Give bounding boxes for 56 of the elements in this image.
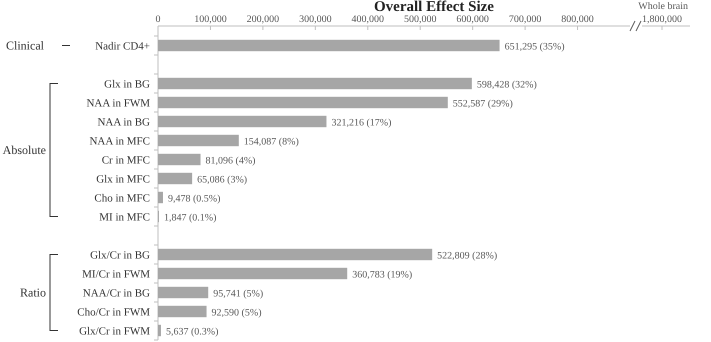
bar — [158, 192, 163, 204]
x-tick-label: 300,000 — [299, 14, 332, 25]
data-label: 95,741 (5%) — [213, 288, 264, 300]
y-tick-label: Cr in MFC — [102, 154, 150, 166]
data-label: 360,783 (19%) — [352, 270, 412, 280]
x-axis-title: Overall Effect Size — [374, 0, 494, 15]
x-tick-label: 600,000 — [456, 14, 489, 25]
data-label: 651,295 (35%) — [504, 42, 565, 52]
data-label: 9,478 (0.5%) — [168, 194, 220, 204]
y-tick-label: NAA in BG — [97, 116, 150, 128]
bar — [158, 134, 239, 146]
data-label: 1,847 (0.1%) — [164, 212, 216, 224]
bar — [158, 306, 207, 318]
text: Absolute — [2, 143, 46, 157]
x-tick-label: 800,000 — [561, 14, 594, 25]
data-label: 92,590 (5%) — [212, 308, 262, 318]
text: 1,800,000 — [642, 14, 682, 25]
bar — [158, 78, 472, 90]
text: Whole brain — [638, 1, 688, 12]
bar — [158, 116, 326, 128]
data-label: 552,587 (29%) — [452, 98, 513, 110]
y-tick-label: Cho in MFC — [94, 192, 150, 204]
y-tick-label: MI in MFC — [99, 212, 150, 224]
data-label: 154,087 (8%) — [244, 136, 299, 148]
data-label: 65,086 (3%) — [197, 174, 248, 186]
y-tick-label: Glx in BG — [104, 78, 150, 90]
x-tick-label: 500,000 — [404, 14, 436, 25]
bar — [158, 154, 201, 166]
bar — [158, 324, 161, 336]
x-tick-label: 400,000 — [352, 14, 384, 25]
x-tick-label: 200,000 — [246, 14, 280, 25]
y-tick-label: NAA/Cr in BG — [82, 288, 150, 300]
text: Clinical — [6, 38, 45, 52]
data-label: 81,096 (4%) — [206, 156, 256, 166]
bar — [158, 268, 348, 280]
y-tick-label: Glx/Cr in FWM — [79, 326, 150, 338]
text: Ratio — [20, 286, 46, 300]
y-tick-label: Nadir CD4+ — [95, 40, 150, 52]
data-label: 598,428 (32%) — [476, 80, 537, 90]
y-tick-label: Cho/Cr in FWM — [77, 306, 150, 318]
y-tick-label: NAA in MFC — [89, 136, 150, 148]
x-tick-label: 0 — [156, 14, 160, 25]
y-tick-label: Glx/Cr in BG — [90, 250, 150, 262]
data-label: 522,809 (28%) — [437, 250, 498, 262]
x-tick-label: 700,000 — [508, 14, 542, 25]
data-label: 5,637 (0.3%) — [166, 326, 218, 338]
data-label: 321,216 (17%) — [331, 118, 392, 128]
bar — [158, 40, 500, 52]
y-tick-label: MI/Cr in FWM — [82, 268, 150, 280]
bar — [158, 96, 448, 108]
y-tick-label: Glx in MFC — [96, 174, 150, 186]
y-tick-label: NAA in FWM — [86, 98, 150, 110]
x-tick-label: 100,000 — [194, 14, 227, 25]
bar — [158, 172, 192, 184]
bar — [158, 286, 208, 298]
bar — [158, 248, 432, 260]
